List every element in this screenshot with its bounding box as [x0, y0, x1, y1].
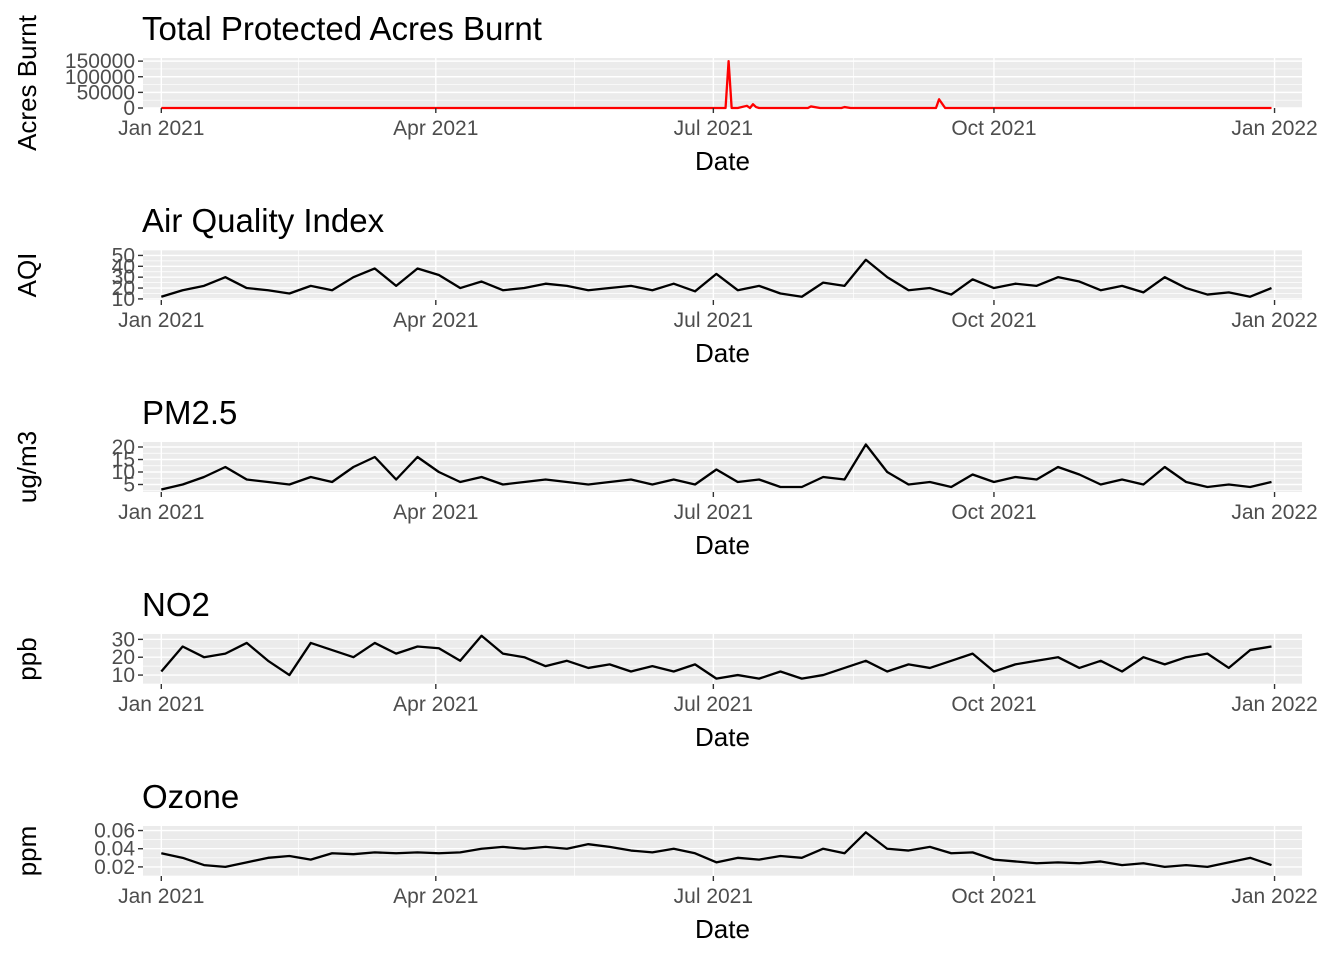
x-tick-label: Apr 2021: [393, 117, 478, 140]
y-tick-label: 20: [112, 436, 135, 459]
chart-title: Total Protected Acres Burnt: [142, 10, 542, 47]
chart-title: Air Quality Index: [142, 202, 385, 239]
y-axis-title: AQI: [12, 253, 42, 298]
x-tick-label: Oct 2021: [951, 693, 1036, 716]
x-tick-label: Oct 2021: [951, 309, 1036, 332]
x-tick-label: Oct 2021: [951, 885, 1036, 908]
x-tick-label: Apr 2021: [393, 309, 478, 332]
y-tick-label: 20: [112, 277, 135, 300]
x-tick-label: Oct 2021: [951, 117, 1036, 140]
x-tick-label: Jan 2021: [118, 501, 204, 524]
x-tick-label: Jan 2022: [1231, 885, 1317, 908]
x-tick-label: Jan 2021: [118, 309, 204, 332]
x-tick-label: Jul 2021: [674, 693, 753, 716]
y-tick-label: 15: [112, 449, 135, 472]
x-tick-label: Jan 2022: [1231, 309, 1317, 332]
chart-title: Ozone: [142, 778, 239, 815]
y-tick-label: 30: [112, 628, 135, 651]
y-tick-label: 0.04: [94, 838, 135, 861]
series-line: [160, 258, 1272, 298]
chart-panel: Total Protected Acres Burnt 0500001000001…: [12, 10, 1318, 176]
plot-background: [143, 826, 1302, 876]
y-tick-label: 20: [112, 646, 135, 669]
x-tick-label: Jan 2022: [1231, 117, 1317, 140]
x-tick-label: Jul 2021: [674, 501, 753, 524]
y-tick-label: 10: [112, 664, 135, 687]
series-line: [160, 634, 1272, 680]
x-tick-label: Apr 2021: [393, 501, 478, 524]
series-line: [161, 831, 1272, 869]
y-tick-label: 5: [123, 474, 135, 497]
y-tick-label: 150000: [65, 50, 135, 73]
x-tick-label: Jan 2021: [118, 885, 204, 908]
plot-background: [143, 250, 1302, 300]
y-tick-label: 50: [112, 244, 135, 267]
y-tick-label: 0: [123, 97, 135, 120]
x-tick-label: Apr 2021: [393, 693, 478, 716]
chart-title: NO2: [142, 586, 210, 623]
plot-background: [143, 58, 1302, 108]
x-axis-title: Date: [695, 530, 750, 560]
y-tick-label: 50000: [77, 81, 135, 104]
y-axis-title: ppm: [12, 826, 42, 877]
x-tick-label: Jan 2022: [1231, 501, 1317, 524]
series-line: [161, 443, 1272, 491]
y-tick-label: 30: [112, 266, 135, 289]
y-tick-label: 0.06: [94, 820, 135, 843]
x-tick-label: Jan 2021: [118, 693, 204, 716]
x-axis-title: Date: [695, 914, 750, 944]
x-tick-label: Jul 2021: [674, 885, 753, 908]
y-axis-title: ppb: [12, 637, 42, 680]
x-tick-label: Jan 2021: [118, 117, 204, 140]
x-tick-label: Apr 2021: [393, 885, 478, 908]
x-tick-label: Jul 2021: [674, 309, 753, 332]
y-tick-label: 10: [112, 461, 135, 484]
y-tick-label: 0.02: [94, 856, 135, 879]
x-tick-label: Jan 2022: [1231, 693, 1317, 716]
x-axis-title: Date: [695, 146, 750, 176]
series-line: [161, 59, 1272, 110]
chart-title: PM2.5: [142, 394, 237, 431]
y-tick-label: 10: [112, 288, 135, 311]
y-tick-label: 100000: [65, 66, 135, 89]
y-tick-label: 40: [112, 255, 135, 278]
y-axis-title: ug/m3: [12, 431, 42, 503]
x-axis-title: Date: [695, 338, 750, 368]
y-axis-title: Acres Burnt: [12, 14, 42, 151]
x-tick-label: Jul 2021: [674, 117, 753, 140]
x-axis-title: Date: [695, 722, 750, 752]
chart-panel: Ozone 0.020.040.06 Jan 2021 Apr 2021 Jul 202…: [12, 778, 1318, 944]
x-tick-label: Oct 2021: [951, 501, 1036, 524]
